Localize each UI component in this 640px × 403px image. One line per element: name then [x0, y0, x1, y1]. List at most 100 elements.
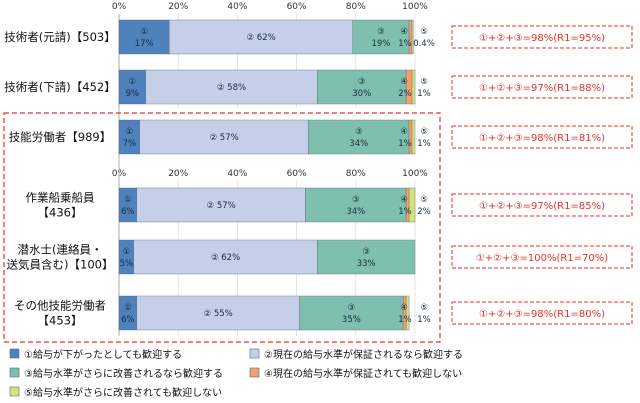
data-label: 35% — [342, 315, 361, 325]
data-label: 2% — [398, 89, 412, 99]
data-label: 6% — [121, 207, 135, 217]
annotation-box — [451, 125, 633, 149]
bar-segment — [136, 187, 306, 223]
category-label: 技能労働者【989】 — [9, 130, 111, 144]
annotation-text: ①+②+③=98%(R1=80%) — [479, 309, 605, 320]
bar-segment — [405, 295, 410, 331]
legend-swatch — [9, 367, 20, 378]
bar-segment — [118, 19, 170, 55]
category-label: 送気員含む)【100】 — [7, 258, 114, 272]
data-label: 7% — [123, 139, 137, 149]
bar-segment — [317, 239, 416, 275]
data-label-marker: ④ — [400, 27, 408, 37]
data-label-marker: ③ — [355, 127, 363, 137]
annotation-box — [451, 301, 633, 325]
data-label: ② 55% — [204, 309, 233, 319]
data-label: 33% — [357, 259, 376, 269]
legend-label: ④現在の給与水準が保証されても歓迎しない — [264, 367, 462, 380]
data-label: ② 58% — [217, 83, 246, 93]
category-label: 【453】 — [38, 314, 83, 328]
bar-segment — [136, 295, 300, 331]
data-label: 9% — [126, 89, 140, 99]
bar-segment — [411, 19, 414, 55]
x-tick-label: 40% — [227, 2, 247, 12]
data-label: ② 57% — [207, 201, 236, 211]
data-label: 1% — [398, 207, 412, 217]
legend: ①給与が下がったとしても歓迎する ②現在の給与水準が保証されるなら歓迎する ③給与水… — [9, 348, 463, 399]
data-label-marker: ⑤ — [420, 27, 428, 37]
x-tick-label: 20% — [168, 169, 188, 179]
annotation-text: ①+②+③=100%(R1=70%) — [476, 253, 608, 264]
bar-segment — [411, 119, 416, 155]
data-label: 34% — [346, 207, 365, 217]
legend-swatch — [249, 348, 260, 359]
data-label: 6% — [121, 315, 135, 325]
bar-segment — [139, 119, 309, 155]
data-label: 1% — [417, 315, 431, 325]
data-label-marker: ③ — [362, 247, 370, 257]
data-label-marker: ⑤ — [420, 127, 428, 137]
x-tick-label: 60% — [287, 2, 307, 12]
x-tick-label: 20% — [168, 2, 188, 12]
annotation-text: ①+②+③=97%(R1=88%) — [479, 83, 605, 94]
data-label-marker: ④ — [400, 127, 408, 137]
annotation-text: ①+②+③=98%(R1=95%) — [479, 33, 605, 44]
bar-segment — [299, 295, 404, 331]
annotation-layer: ①+②+③=98%(R1=95%) ①+②+③=97%(R1=88%) ①+②+③=… — [451, 25, 633, 325]
annotation-text: ①+②+③=98%(R1=81%) — [479, 133, 605, 144]
bar-layer: ① 17% ② 62% ③ 19% ④ 1% ⑤ 0.4% ① 9% ② 58% ③ 30% ④ 2% ⑤ 1% ①… — [118, 19, 435, 331]
data-label: 2% — [417, 207, 431, 217]
annotation-box — [451, 193, 633, 217]
legend-swatch — [9, 348, 20, 359]
bar-segment — [308, 119, 410, 155]
data-label-marker: ① — [124, 303, 132, 313]
category-label: 技術者(下請)【452】 — [4, 80, 115, 94]
data-label-marker: ① — [129, 77, 137, 87]
category-label: 潜水士(連絡員・ — [18, 243, 103, 257]
data-label-marker: ③ — [352, 195, 360, 205]
data-label: ② 62% — [211, 253, 240, 263]
data-label-marker: ④ — [400, 303, 408, 313]
data-label: 1% — [398, 139, 412, 149]
category-label-layer: 技術者(元請)【503】技術者(下請)【452】技能労働者【989】作業船乗船員… — [4, 30, 115, 328]
data-label-marker: ⑤ — [420, 303, 428, 313]
annotation-box — [451, 75, 633, 99]
data-label: 1% — [417, 89, 431, 99]
x-tick-label: 80% — [346, 169, 366, 179]
bar-segment — [169, 19, 354, 55]
data-label-marker: ④ — [400, 77, 408, 87]
bar-segment — [352, 19, 410, 55]
bar-segment — [118, 69, 146, 105]
data-label: ② 57% — [209, 133, 238, 143]
data-label: 0.4% — [413, 39, 435, 49]
data-label-marker: ① — [124, 195, 132, 205]
x-tick-label: 40% — [227, 169, 247, 179]
data-label-marker: ① — [123, 247, 131, 257]
annotation-box — [451, 25, 633, 49]
data-label: ② 62% — [246, 33, 275, 43]
data-label: 1% — [398, 39, 412, 49]
data-label-marker: ① — [126, 127, 134, 137]
data-label: 30% — [352, 89, 371, 99]
dashed-group-frame — [3, 112, 441, 343]
data-label: 17% — [135, 39, 154, 49]
bar-segment — [411, 69, 416, 105]
legend-label: ②現在の給与水準が保証されるなら歓迎する — [264, 348, 463, 361]
group-frame — [3, 112, 441, 343]
data-label: 34% — [349, 139, 368, 149]
data-label-marker: ① — [140, 27, 148, 37]
legend-label: ③給与水準がさらに改善されるなら歓迎する — [24, 367, 223, 380]
x-tick-label: 80% — [346, 2, 366, 12]
data-label: 1% — [398, 315, 412, 325]
x-tick-label: 100% — [402, 169, 428, 179]
bar-segment — [317, 69, 407, 105]
legend-swatch — [249, 367, 260, 378]
x-tick-label: 100% — [402, 2, 428, 12]
x-tick-label: 60% — [287, 169, 307, 179]
data-label-marker: ③ — [348, 303, 356, 313]
data-label: 1% — [417, 139, 431, 149]
data-label: 19% — [372, 39, 391, 49]
legend-swatch — [9, 386, 20, 397]
category-label: 【436】 — [38, 206, 83, 220]
